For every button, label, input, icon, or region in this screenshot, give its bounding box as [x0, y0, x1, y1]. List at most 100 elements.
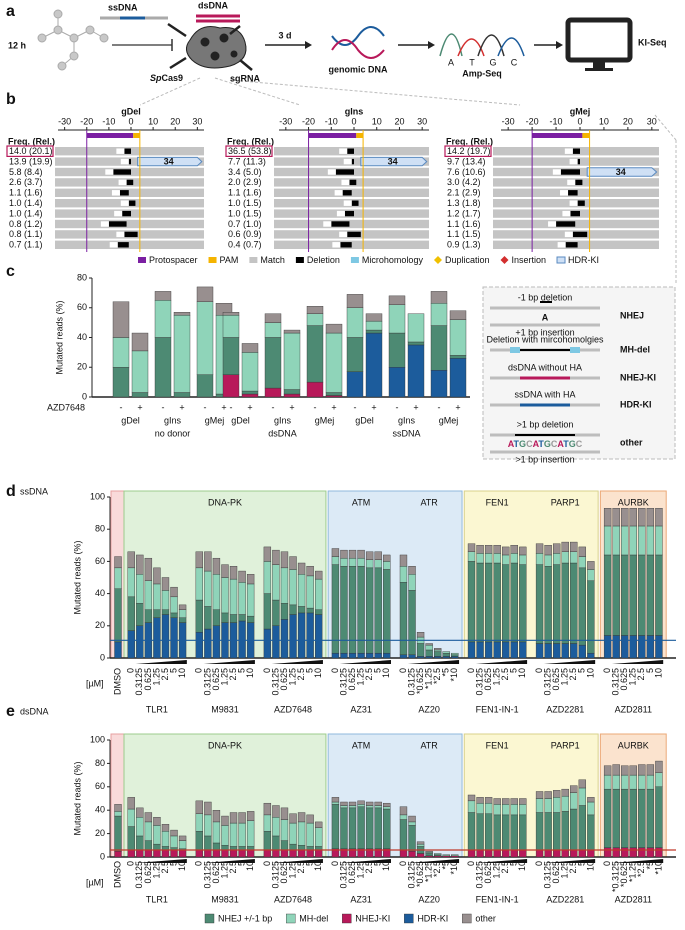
freq-header: Freq. (Rel.) — [227, 136, 274, 146]
x-tick-label: 2.5 — [296, 861, 306, 874]
bar-segment — [399, 554, 408, 567]
x-tick-label: DMSO — [112, 861, 122, 888]
bar-segment — [170, 849, 178, 858]
bar-segment — [153, 617, 161, 659]
freq-label: 14.2 (19.7) — [447, 146, 491, 156]
bar-segment — [289, 569, 297, 606]
match — [332, 242, 341, 248]
bar-segment — [297, 562, 306, 575]
bar-segment — [449, 355, 467, 359]
freq-label: 13.9 (19.9) — [9, 156, 53, 166]
y-tick-label: 60 — [95, 781, 105, 791]
bar-segment — [340, 652, 348, 659]
x-tick-label: 5 — [509, 861, 519, 866]
guide-label: gMej — [315, 415, 335, 425]
bar-segment — [196, 301, 214, 375]
bar-segment — [289, 614, 297, 659]
panel-label: b — [6, 91, 16, 108]
inhibitor-label: AZD2281 — [546, 894, 584, 904]
hdr-ki — [360, 156, 428, 167]
arrowhead — [556, 41, 563, 49]
bar-segment — [430, 325, 448, 371]
match — [120, 158, 129, 165]
bar-segment — [131, 332, 149, 352]
bar-segment — [306, 306, 324, 314]
bar-segment — [153, 583, 161, 610]
bar-segment — [553, 849, 561, 858]
bar-segment — [407, 341, 425, 346]
bar-segment — [272, 564, 280, 601]
bar-segment — [493, 814, 501, 851]
y-tick-label: 60 — [95, 556, 105, 566]
protospacer — [86, 133, 134, 138]
bar-segment — [484, 553, 493, 564]
bar-segment — [578, 546, 586, 557]
match — [118, 179, 127, 186]
bar-segment — [561, 849, 569, 858]
bar-segment — [280, 603, 289, 620]
match — [116, 231, 125, 238]
schema-caption: dsDNA without HA — [508, 362, 582, 372]
match — [564, 231, 573, 238]
bar-segment — [493, 849, 501, 858]
x-tick-label: 0.625 — [143, 861, 153, 884]
target-label: FEN1 — [486, 497, 509, 507]
group-label: no donor — [155, 428, 191, 438]
bar-segment — [112, 367, 130, 398]
bar-segment — [131, 350, 149, 393]
pam — [133, 133, 140, 138]
bar-segment — [544, 566, 552, 644]
bar-segment — [510, 641, 518, 659]
dose-wedge — [611, 660, 664, 664]
bar-segment — [484, 545, 493, 554]
freq-label: 1.1 (1.6) — [228, 188, 262, 198]
schema-caption: +1 bp insertion — [515, 327, 574, 337]
deletion — [347, 231, 361, 238]
bar-segment — [535, 849, 544, 858]
bar-segment — [587, 797, 595, 803]
target-label: PARP1 — [551, 497, 580, 507]
x-tick-label: 0.3125 — [406, 668, 416, 696]
bar-segment — [519, 641, 527, 659]
x-tick-label: *2.5 — [432, 668, 442, 684]
bar-segment — [144, 849, 153, 858]
tick-label: 10 — [599, 116, 609, 126]
match — [560, 190, 569, 196]
x-tick-label: + — [221, 402, 226, 412]
bar-segment — [263, 628, 272, 659]
legend-swatch — [295, 257, 304, 263]
bar-segment — [476, 562, 484, 643]
target-label: AURBK — [618, 497, 649, 507]
legend-swatch — [433, 256, 442, 264]
hdr-length: 34 — [164, 156, 174, 166]
bar-segment — [535, 543, 544, 554]
bar-segment — [655, 635, 663, 659]
bar-segment — [178, 835, 187, 841]
bar-segment — [434, 656, 442, 659]
freq-label: 1.2 (1.7) — [447, 208, 481, 218]
y-axis-title: Mutated reads (%) — [72, 540, 82, 614]
bar-segment — [383, 806, 391, 810]
bar-segment — [399, 582, 408, 655]
bar-segment — [467, 812, 476, 851]
bar-segment — [204, 835, 212, 851]
bar-segment — [114, 850, 122, 858]
read-row — [274, 219, 429, 229]
bar-segment — [374, 559, 382, 569]
bar-segment — [306, 313, 324, 326]
bar-segment — [178, 617, 187, 623]
match — [336, 210, 345, 217]
bar-segment — [484, 641, 493, 659]
x-tick-label: *10 — [653, 861, 663, 875]
bar-segment — [221, 825, 229, 846]
bar-segment — [399, 654, 408, 659]
bar-segment — [365, 801, 374, 806]
x-tick-label: + — [413, 402, 418, 412]
x-tick-label: 2.5 — [500, 668, 510, 681]
freq-label: 14.0 (20.1) — [9, 146, 53, 156]
bar-segment — [272, 805, 280, 818]
y-tick-label: 80 — [95, 758, 105, 768]
bar-segment — [346, 307, 364, 338]
x-tick-label: 1.25 — [355, 668, 365, 686]
legend-label: MH-del — [299, 913, 328, 923]
